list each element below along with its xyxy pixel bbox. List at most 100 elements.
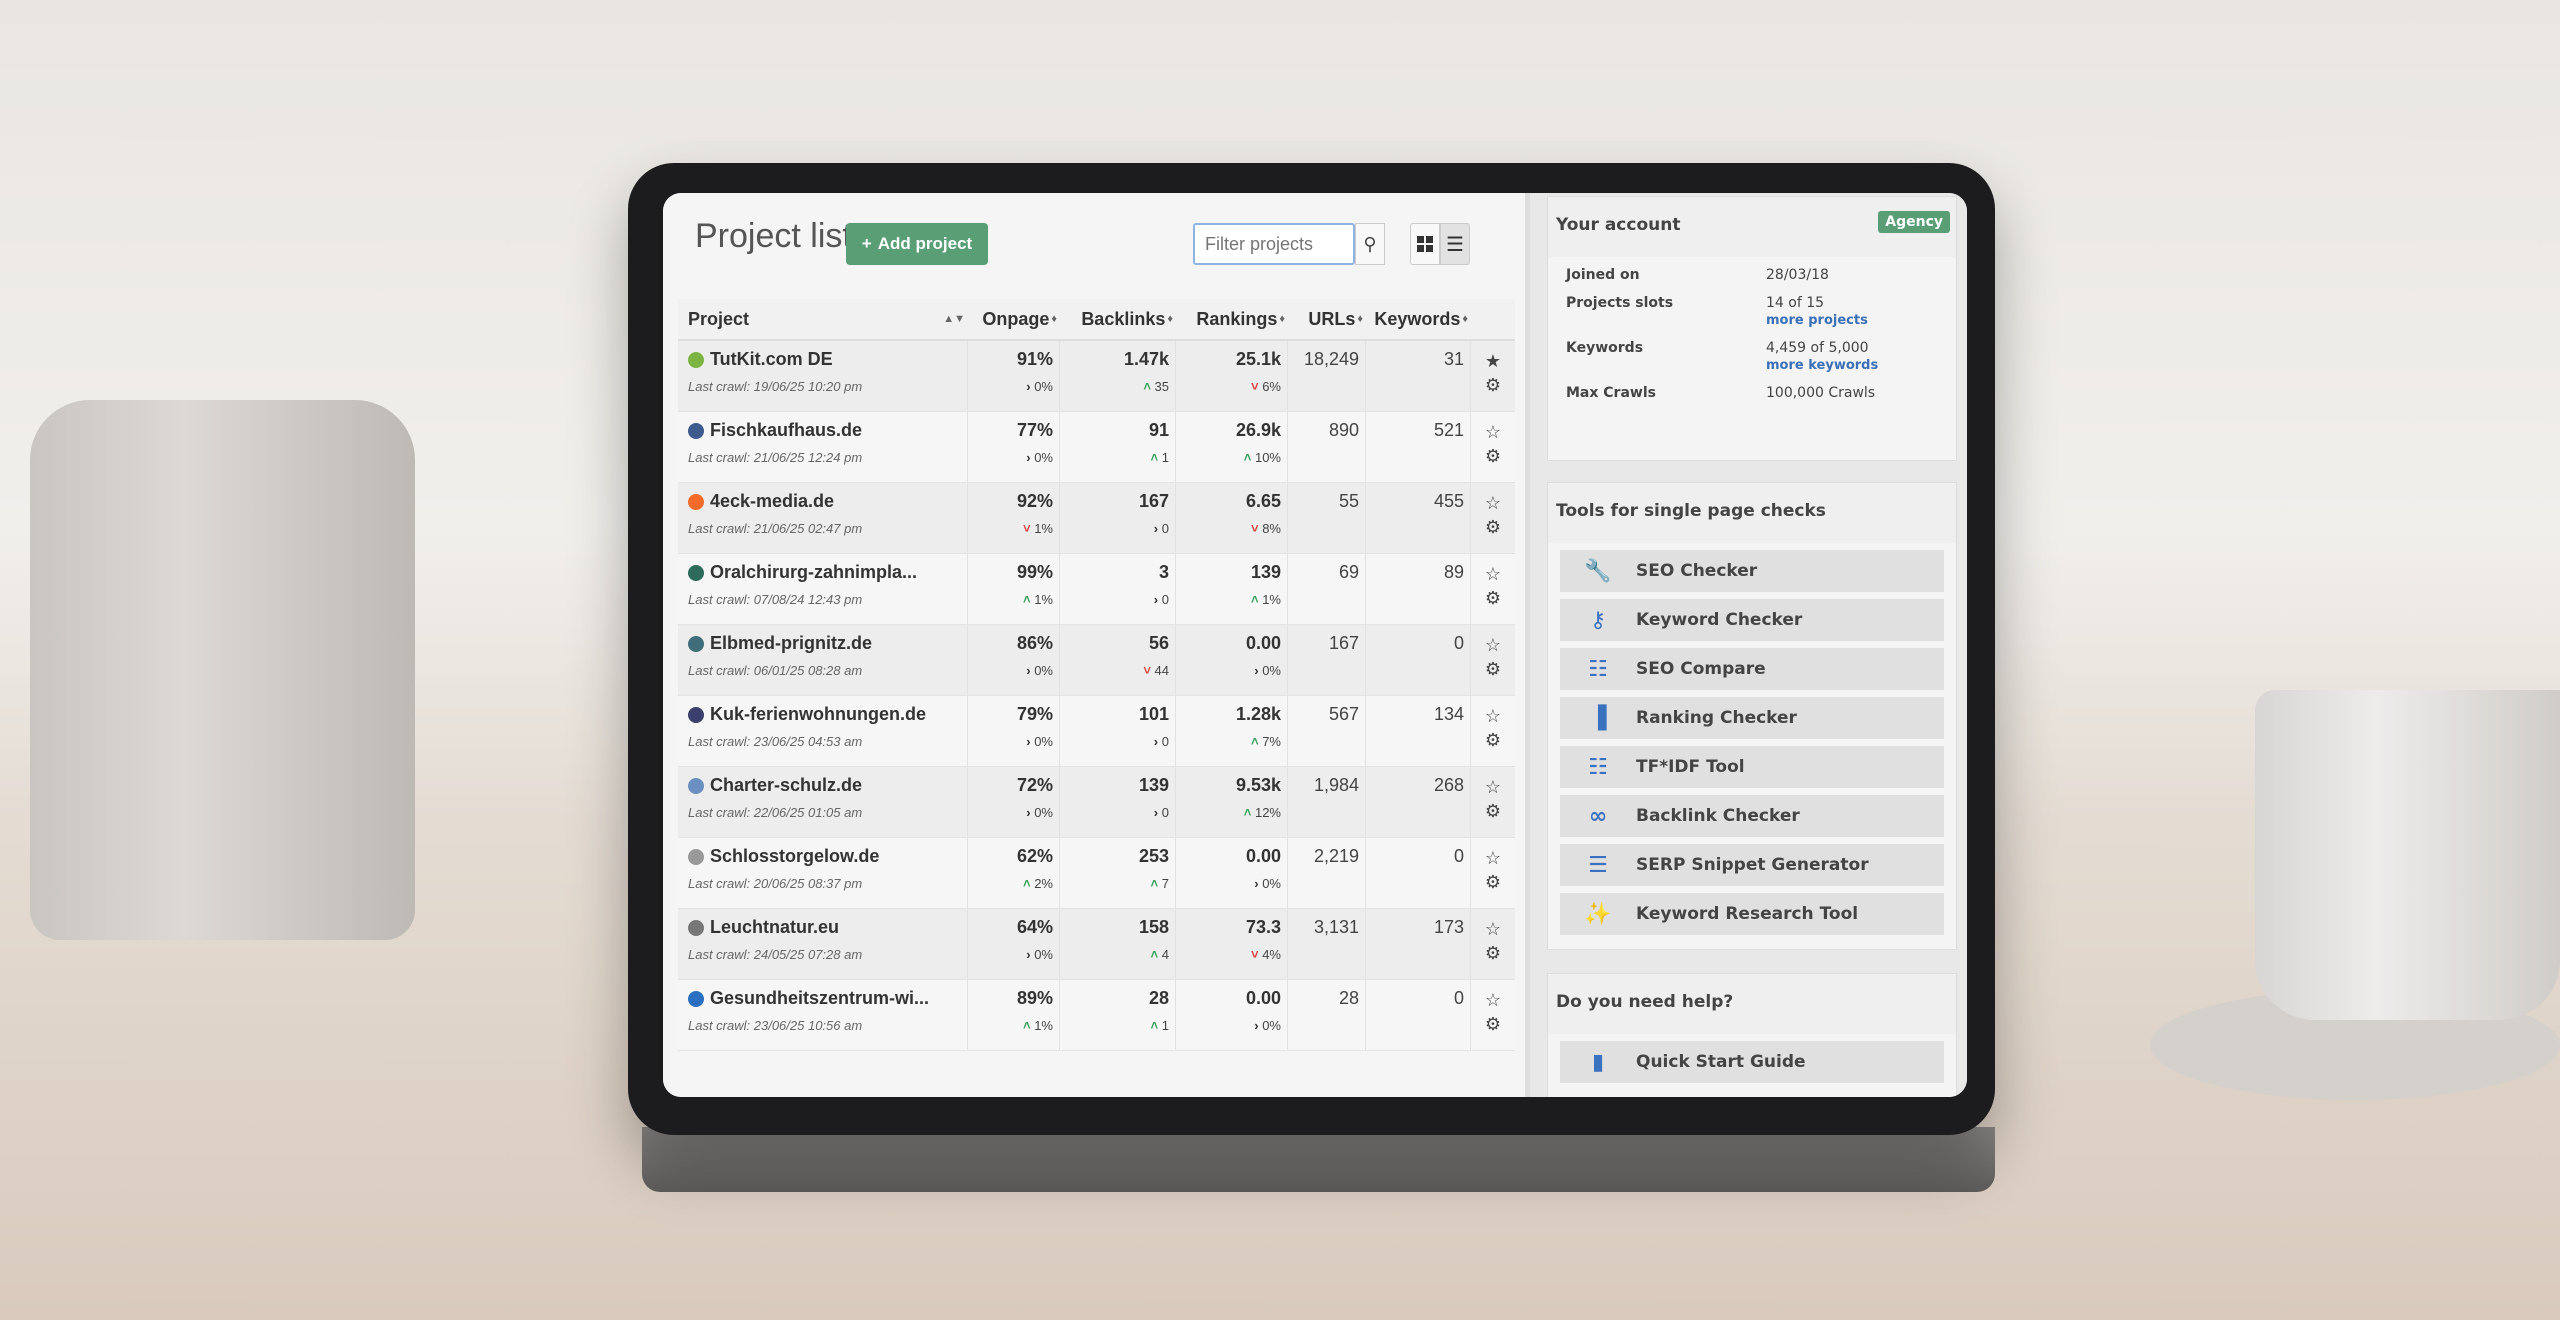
gear-icon[interactable]: ⚙ [1484, 872, 1502, 892]
column-urls[interactable]: URLs ♦ [1308, 308, 1363, 329]
project-name-link[interactable]: 4eck-media.de [710, 491, 835, 511]
actions-cell: ☆ ⚙ [1471, 909, 1515, 979]
onpage-trend: › 0% [1026, 450, 1053, 465]
add-project-button[interactable]: + Add project [846, 223, 988, 265]
project-name-link[interactable]: Elbmed-prignitz.de [710, 633, 872, 653]
tool-link[interactable]: ∞ Backlink Checker [1560, 795, 1944, 837]
table-row[interactable]: Schlosstorgelow.de Last crawl: 20/06/25 0… [678, 838, 1515, 909]
table-row[interactable]: Fischkaufhaus.de Last crawl: 21/06/25 12:… [678, 412, 1515, 483]
urls-cell: 3,131 [1288, 909, 1366, 979]
backlinks-trend: ˄ 1 [1150, 1018, 1169, 1033]
trend-up-icon: ˄ [1022, 1018, 1031, 1033]
gear-icon[interactable]: ⚙ [1484, 517, 1502, 537]
star-icon[interactable]: ☆ [1484, 422, 1502, 442]
projects-table: Project ▲▼ Onpage ♦ Backlinks ♦ Rankings ♦ U… [678, 299, 1515, 1051]
star-filled-icon[interactable]: ★ [1484, 351, 1502, 371]
sort-icon: ♦ [1357, 313, 1363, 325]
backlinks-trend: ˄ 35 [1143, 379, 1169, 394]
project-favicon-icon [688, 848, 704, 865]
tablet-screen: Project list +Add project ⚲ ☰ Project▲▼ … [663, 193, 1967, 1097]
urls-cell: 18,249 [1288, 341, 1366, 411]
trend-up-icon: ˄ [1150, 876, 1159, 891]
table-row[interactable]: TutKit.com DE Last crawl: 19/06/25 10:20 … [678, 341, 1515, 412]
quick-start-guide-link[interactable]: ▮ Quick Start Guide [1560, 1041, 1944, 1083]
search-button[interactable]: ⚲ [1355, 223, 1385, 265]
tool-link[interactable]: ⚷ Keyword Checker [1560, 599, 1944, 641]
gear-icon[interactable]: ⚙ [1484, 1014, 1502, 1034]
star-icon[interactable]: ☆ [1484, 493, 1502, 513]
column-keywords[interactable]: Keywords ♦ [1374, 308, 1468, 329]
table-row[interactable]: Kuk-ferienwohnungen.de Last crawl: 23/06/… [678, 696, 1515, 767]
trend-down-icon: ˅ [1250, 379, 1259, 394]
last-crawl: Last crawl: 22/06/25 01:05 am [688, 805, 863, 820]
upgrade-link[interactable]: more keywords [1766, 358, 1879, 373]
gear-icon[interactable]: ⚙ [1484, 801, 1502, 821]
gear-icon[interactable]: ⚙ [1484, 588, 1502, 608]
table-row[interactable]: Oralchirurg-zahnimpla... Last crawl: 07/0… [678, 554, 1515, 625]
column-project[interactable]: Project ▲▼ [688, 308, 965, 329]
project-cell: Gesundheitszentrum-wi... Last crawl: 23/0… [678, 980, 968, 1050]
tool-link[interactable]: 🔧 SEO Checker [1560, 550, 1944, 592]
upgrade-link[interactable]: more projects [1766, 313, 1868, 328]
project-name-link[interactable]: Gesundheitszentrum-wi... [710, 988, 930, 1008]
star-icon[interactable]: ☆ [1484, 635, 1502, 655]
column-rankings[interactable]: Rankings ♦ [1196, 308, 1285, 329]
table-row[interactable]: 4eck-media.de Last crawl: 21/06/25 02:47 … [678, 483, 1515, 554]
project-name-link[interactable]: Oralchirurg-zahnimpla... [710, 562, 918, 582]
column-backlinks[interactable]: Backlinks ♦ [1081, 308, 1173, 329]
tool-link[interactable]: ☰ SERP Snippet Generator [1560, 844, 1944, 886]
table-row[interactable]: Elbmed-prignitz.de Last crawl: 06/01/25 0… [678, 625, 1515, 696]
star-icon[interactable]: ☆ [1484, 564, 1502, 584]
tool-link[interactable]: ☷ TF*IDF Tool [1560, 746, 1944, 788]
trend-down-icon: ˅ [1250, 521, 1259, 536]
list-box-icon: ☰ [1588, 852, 1608, 878]
account-title: Your account Agency [1548, 197, 1956, 257]
backlinks-trend: ˄ 1 [1150, 450, 1169, 465]
gear-icon[interactable]: ⚙ [1484, 659, 1502, 679]
urls-cell: 69 [1288, 554, 1366, 624]
panel-divider [1525, 193, 1530, 1097]
grid-view-button[interactable] [1410, 223, 1440, 265]
tablet-stand [642, 1127, 1995, 1192]
project-name-link[interactable]: Fischkaufhaus.de [710, 420, 863, 440]
rankings-cell: 73.3 ˅ 4% [1176, 909, 1288, 979]
table-row[interactable]: Leuchtnatur.eu Last crawl: 24/05/25 07:28… [678, 909, 1515, 980]
star-icon[interactable]: ☆ [1484, 919, 1502, 939]
gear-icon[interactable]: ⚙ [1484, 446, 1502, 466]
project-name-link[interactable]: Leuchtnatur.eu [710, 917, 840, 937]
trend-flat-icon: › [1254, 663, 1259, 678]
project-name-link[interactable]: TutKit.com DE [710, 349, 833, 369]
trend-up-icon: ˄ [1022, 876, 1031, 891]
actions-cell: ★ ⚙ [1471, 341, 1515, 411]
onpage-trend: › 0% [1026, 734, 1053, 749]
filter-projects-input[interactable] [1193, 223, 1355, 265]
project-name-link[interactable]: Charter-schulz.de [710, 775, 863, 795]
tool-link[interactable]: ✨ Keyword Research Tool [1560, 893, 1944, 935]
keywords-cell: 268 [1366, 767, 1471, 837]
table-row[interactable]: Charter-schulz.de Last crawl: 22/06/25 01… [678, 767, 1515, 838]
trend-down-icon: ˅ [1143, 663, 1151, 678]
column-onpage[interactable]: Onpage ♦ [982, 308, 1057, 329]
star-icon[interactable]: ☆ [1484, 990, 1502, 1010]
rankings-cell: 0.00 › 0% [1176, 980, 1288, 1050]
backlinks-cell: 253 ˄ 7 [1060, 838, 1176, 908]
project-name-link[interactable]: Kuk-ferienwohnungen.de [710, 704, 926, 724]
table-header: Project ▲▼ Onpage ♦ Backlinks ♦ Rankings ♦ U… [678, 299, 1515, 341]
gear-icon[interactable]: ⚙ [1484, 943, 1502, 963]
list-view-button[interactable]: ☰ [1440, 223, 1470, 265]
tool-link[interactable]: ☷ SEO Compare [1560, 648, 1944, 690]
star-icon[interactable]: ☆ [1484, 706, 1502, 726]
rankings-trend: ˅ 8% [1250, 521, 1281, 536]
project-name-link[interactable]: Schlosstorgelow.de [710, 846, 880, 866]
star-icon[interactable]: ☆ [1484, 848, 1502, 868]
backlinks-cell: 28 ˄ 1 [1060, 980, 1176, 1050]
tool-link[interactable]: ▐ Ranking Checker [1560, 697, 1944, 739]
gear-icon[interactable]: ⚙ [1484, 375, 1502, 395]
table-row[interactable]: Gesundheitszentrum-wi... Last crawl: 23/0… [678, 980, 1515, 1051]
gear-icon[interactable]: ⚙ [1484, 730, 1502, 750]
keywords-cell: 173 [1366, 909, 1471, 979]
trend-up-icon: ˄ [1250, 592, 1259, 607]
keywords-cell: 455 [1366, 483, 1471, 553]
star-icon[interactable]: ☆ [1484, 777, 1502, 797]
urls-cell: 567 [1288, 696, 1366, 766]
